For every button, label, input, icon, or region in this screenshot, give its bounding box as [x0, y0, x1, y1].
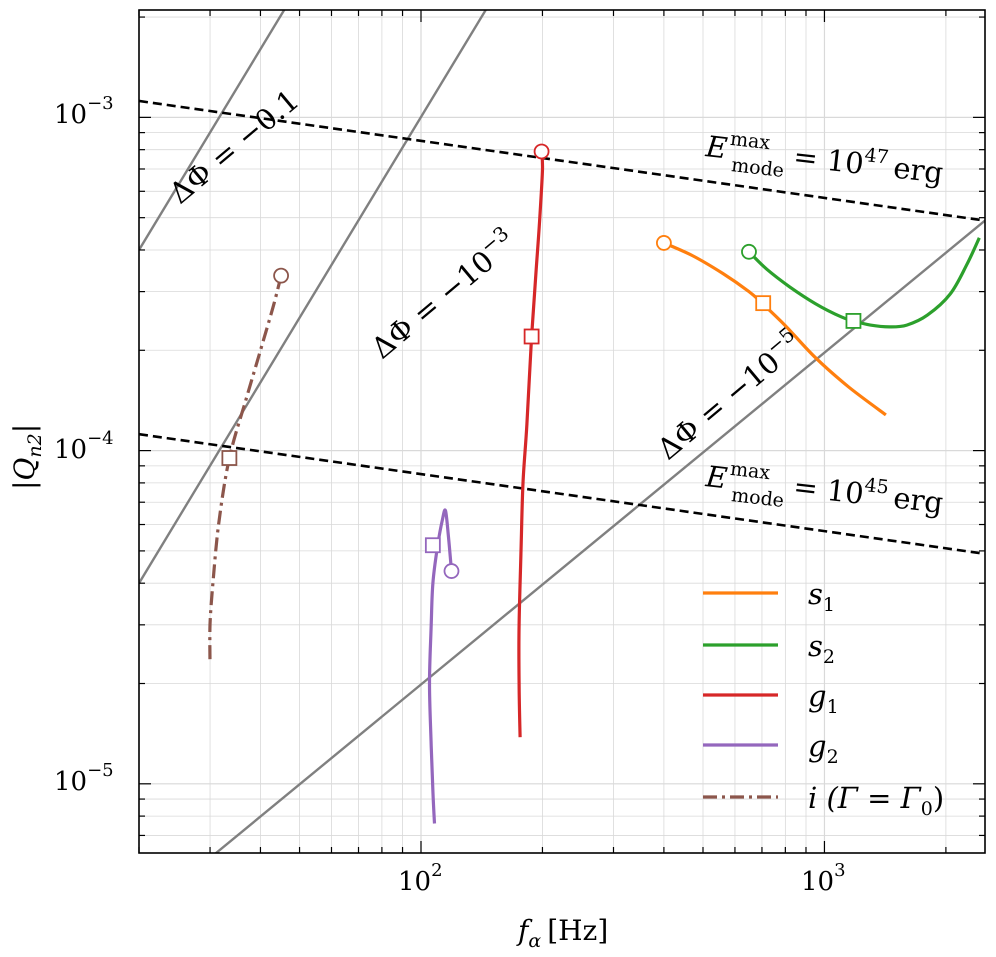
series-square-marker-g1: [523, 328, 540, 345]
y-axis-label: |Qn2|: [8, 424, 46, 490]
series-square-marker-s2: [845, 313, 862, 329]
energy-line-3: [139, 99, 985, 222]
y-tick-label-1e-5: 10−5: [54, 760, 114, 797]
energy-line-4: [139, 432, 985, 556]
dephasing-line-2: [214, 219, 985, 853]
series-line-g2: [427, 508, 454, 824]
legend-label-s2: s2: [808, 629, 835, 668]
y-tick-label-1e-4: 10−4: [54, 428, 114, 465]
x-axis-label: fα [Hz]: [516, 914, 608, 952]
x-tick-label-1e2: 102: [398, 860, 443, 897]
series-start-marker-g1: [533, 143, 550, 160]
series-line-s2: [747, 237, 981, 329]
energy-label-47: Emaxmode = 1047erg: [702, 125, 945, 200]
series-line-g1: [517, 151, 545, 738]
series-markers: [221, 143, 862, 579]
legend-label-s1: s1: [808, 577, 835, 616]
series-start-marker-i0: [273, 267, 289, 284]
energy-label-45: Emaxmode = 1045erg: [702, 455, 945, 530]
y-tick-label-1e-3: 10−3: [54, 93, 114, 130]
dephasing-line-1: [139, 10, 488, 584]
series-square-marker-s1: [755, 295, 772, 312]
legend: s1 s2 g1 g2 i (Γ = Γ0): [703, 577, 944, 820]
plot-frame: [138, 9, 986, 854]
dephasing-line-0: [139, 10, 286, 251]
series-start-marker-s1: [656, 235, 672, 251]
series-start-marker-s2: [741, 243, 757, 260]
series-square-marker-g2: [424, 537, 441, 554]
legend-label-g2: g2: [808, 729, 839, 768]
legend-label-g1: g1: [808, 679, 839, 718]
legend-label-i: i (Γ = Γ0): [808, 781, 944, 820]
series-start-marker-g2: [443, 563, 460, 579]
reference-lines: [139, 10, 985, 853]
series-square-marker-i0: [221, 450, 238, 466]
x-tick-label-1e3: 103: [801, 860, 846, 897]
